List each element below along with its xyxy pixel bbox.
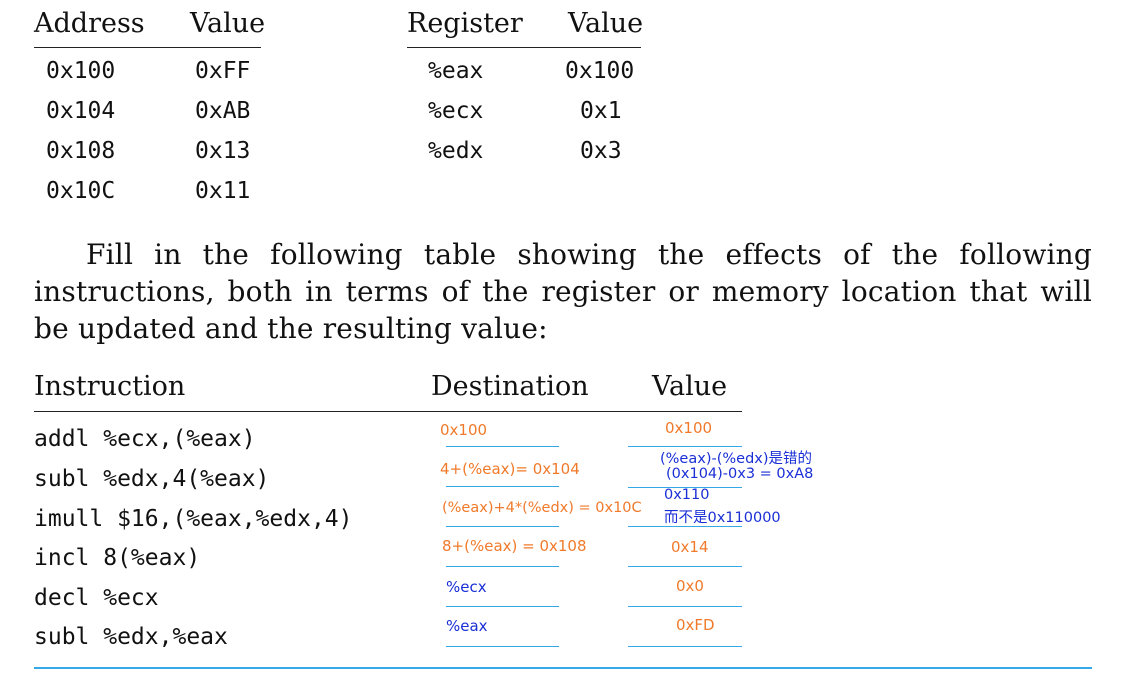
memory-address: 0x108 bbox=[46, 138, 116, 164]
instruction-cell: subl %edx,4(%eax) bbox=[34, 466, 270, 492]
value-answer: 0x110 bbox=[664, 487, 710, 503]
memory-value: 0xFF bbox=[195, 58, 251, 84]
paragraph-text: Fill in the following table showing the … bbox=[34, 238, 1092, 345]
register-name: %eax bbox=[428, 58, 484, 84]
instruction-header-rule bbox=[34, 411, 742, 412]
destination-answer: 4+(%eax)= 0x104 bbox=[440, 460, 580, 478]
memory-address: 0x104 bbox=[46, 98, 116, 124]
instruction-cell: incl 8(%eax) bbox=[34, 545, 201, 571]
memory-address: 0x10C bbox=[46, 178, 116, 204]
memory-value: 0xAB bbox=[195, 98, 251, 124]
register-value: 0x3 bbox=[580, 138, 622, 164]
register-value: 0x100 bbox=[565, 58, 635, 84]
destination-underline bbox=[446, 566, 559, 567]
destination-answer: %eax bbox=[446, 617, 488, 635]
register-header-rule bbox=[407, 47, 641, 48]
value-answer-note: (%eax)-(%edx)是错的 bbox=[660, 451, 813, 467]
destination-answer: 0x100 bbox=[440, 421, 488, 439]
value-underline bbox=[628, 487, 742, 488]
value-underline bbox=[628, 646, 742, 647]
value-underline bbox=[628, 446, 742, 447]
register-header-register: Register bbox=[407, 8, 523, 39]
value-answer: 0x14 bbox=[671, 538, 709, 556]
instruction-cell: imull $16,(%eax,%edx,4) bbox=[34, 506, 353, 532]
instruction-cell: decl %ecx bbox=[34, 585, 159, 611]
register-value: 0x1 bbox=[580, 98, 622, 124]
destination-answer: (%eax)+4*(%edx) = 0x10C bbox=[442, 500, 642, 516]
destination-answer: 8+(%eax) = 0x108 bbox=[442, 537, 587, 555]
value-underline bbox=[628, 526, 742, 527]
instruction-cell: addl %ecx,(%eax) bbox=[34, 426, 256, 452]
destination-underline bbox=[446, 486, 559, 487]
memory-header-address: Address bbox=[34, 8, 145, 39]
value-header: Value bbox=[652, 371, 728, 402]
destination-answer: %ecx bbox=[446, 578, 487, 596]
value-underline bbox=[628, 606, 742, 607]
memory-header-rule bbox=[34, 47, 261, 48]
value-answer: 0x0 bbox=[676, 577, 704, 595]
register-header-value: Value bbox=[568, 8, 644, 39]
destination-underline bbox=[446, 526, 559, 527]
destination-underline bbox=[446, 446, 559, 447]
destination-underline bbox=[446, 606, 559, 607]
value-answer-note: 而不是0x110000 bbox=[664, 510, 781, 526]
register-name: %edx bbox=[428, 138, 484, 164]
instruction-cell: subl %edx,%eax bbox=[34, 624, 228, 650]
instruction-header: Instruction bbox=[34, 371, 186, 402]
memory-address: 0x100 bbox=[46, 58, 116, 84]
memory-header-value: Value bbox=[190, 8, 266, 39]
value-answer: (0x104)-0x3 = 0xA8 bbox=[666, 466, 814, 482]
destination-header: Destination bbox=[431, 371, 589, 402]
value-answer: 0xFD bbox=[676, 616, 715, 634]
instructions-paragraph: Fill in the following table showing the … bbox=[34, 236, 1092, 347]
memory-value: 0x13 bbox=[195, 138, 251, 164]
value-underline bbox=[628, 566, 742, 567]
bottom-rule bbox=[34, 667, 1092, 669]
value-answer: 0x100 bbox=[665, 419, 713, 437]
destination-underline bbox=[446, 646, 559, 647]
memory-value: 0x11 bbox=[195, 178, 251, 204]
register-name: %ecx bbox=[428, 98, 484, 124]
